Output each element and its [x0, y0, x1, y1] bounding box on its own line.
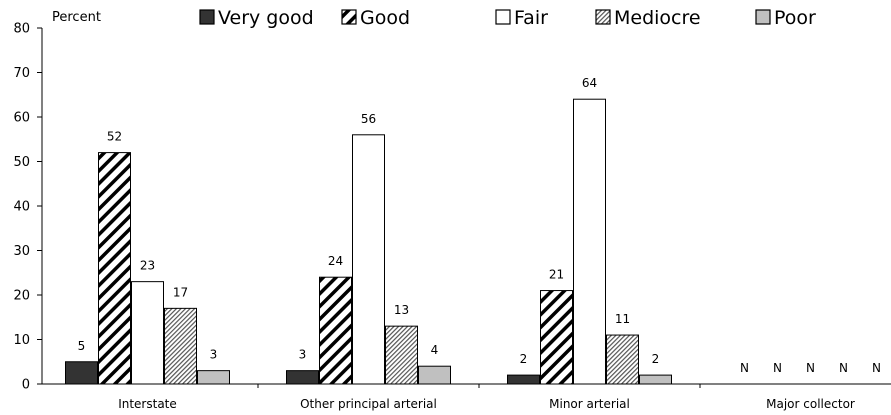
data-label: N	[806, 361, 815, 375]
data-label: 24	[328, 254, 343, 268]
data-label: N	[872, 361, 881, 375]
data-label: 23	[140, 259, 155, 273]
bars	[65, 98, 672, 385]
bar	[352, 134, 385, 385]
bar	[639, 374, 672, 385]
legend-swatch	[199, 9, 215, 25]
x-category-label: Minor arterial	[549, 397, 630, 411]
bar	[131, 281, 164, 385]
y-tick-label: 80	[13, 22, 30, 37]
bar	[286, 370, 319, 385]
y-axis-label: Percent	[52, 10, 101, 25]
bar	[197, 370, 230, 385]
data-label: 2	[520, 352, 528, 366]
y-tick-label: 30	[13, 244, 30, 259]
y-tick-label: 60	[13, 111, 30, 126]
data-label: 52	[107, 130, 122, 144]
data-label: 3	[210, 348, 218, 362]
data-label: 5	[78, 339, 86, 353]
data-label: 11	[615, 312, 630, 326]
x-category-label: Other principal arterial	[300, 397, 437, 411]
data-label: 64	[582, 76, 597, 90]
data-labels: 5 3 2 N 52 24 21 N 23 56 64 N 17 13 11 N 3 4 2 N	[78, 76, 881, 375]
y-tick-label: 0	[22, 378, 30, 393]
data-label: 2	[652, 352, 660, 366]
y-tick-label: 20	[13, 289, 30, 304]
bar	[98, 152, 131, 385]
data-label: N	[773, 361, 782, 375]
bar	[418, 365, 451, 385]
x-category-label: Interstate	[118, 397, 177, 411]
data-label: N	[740, 361, 749, 375]
bar	[573, 98, 606, 385]
legend-label: Fair	[514, 7, 548, 29]
bar	[65, 361, 98, 385]
bar	[385, 325, 418, 385]
legend: Very good Good Fair Mediocre Poor	[199, 7, 816, 29]
legend-label: Poor	[774, 7, 816, 29]
bar	[540, 290, 573, 385]
legend-swatch	[755, 9, 771, 25]
legend-label: Mediocre	[614, 7, 701, 29]
bar	[164, 307, 197, 385]
data-label: 13	[394, 303, 409, 317]
x-category-label: Major collector	[766, 397, 855, 411]
axes: 0 10 20 30 40 50 60 70 80 Interstate Other princip…	[13, 22, 891, 411]
data-label: 17	[173, 285, 188, 299]
data-label: 4	[431, 343, 439, 357]
legend-label: Very good	[218, 7, 314, 29]
y-tick-label: 70	[13, 66, 30, 81]
y-tick-label: 10	[13, 333, 30, 348]
legend-swatch	[595, 9, 611, 25]
bar	[606, 334, 639, 385]
y-tick-label: 40	[13, 200, 30, 215]
data-label: 3	[299, 348, 307, 362]
legend-label: Good	[360, 7, 410, 29]
legend-swatch	[495, 9, 511, 25]
data-label: N	[839, 361, 848, 375]
bar	[507, 374, 540, 385]
data-label: 21	[549, 268, 564, 282]
legend-swatch	[341, 9, 357, 25]
y-tick-label: 50	[13, 155, 30, 170]
bar	[319, 276, 352, 385]
data-label: 56	[361, 112, 376, 126]
